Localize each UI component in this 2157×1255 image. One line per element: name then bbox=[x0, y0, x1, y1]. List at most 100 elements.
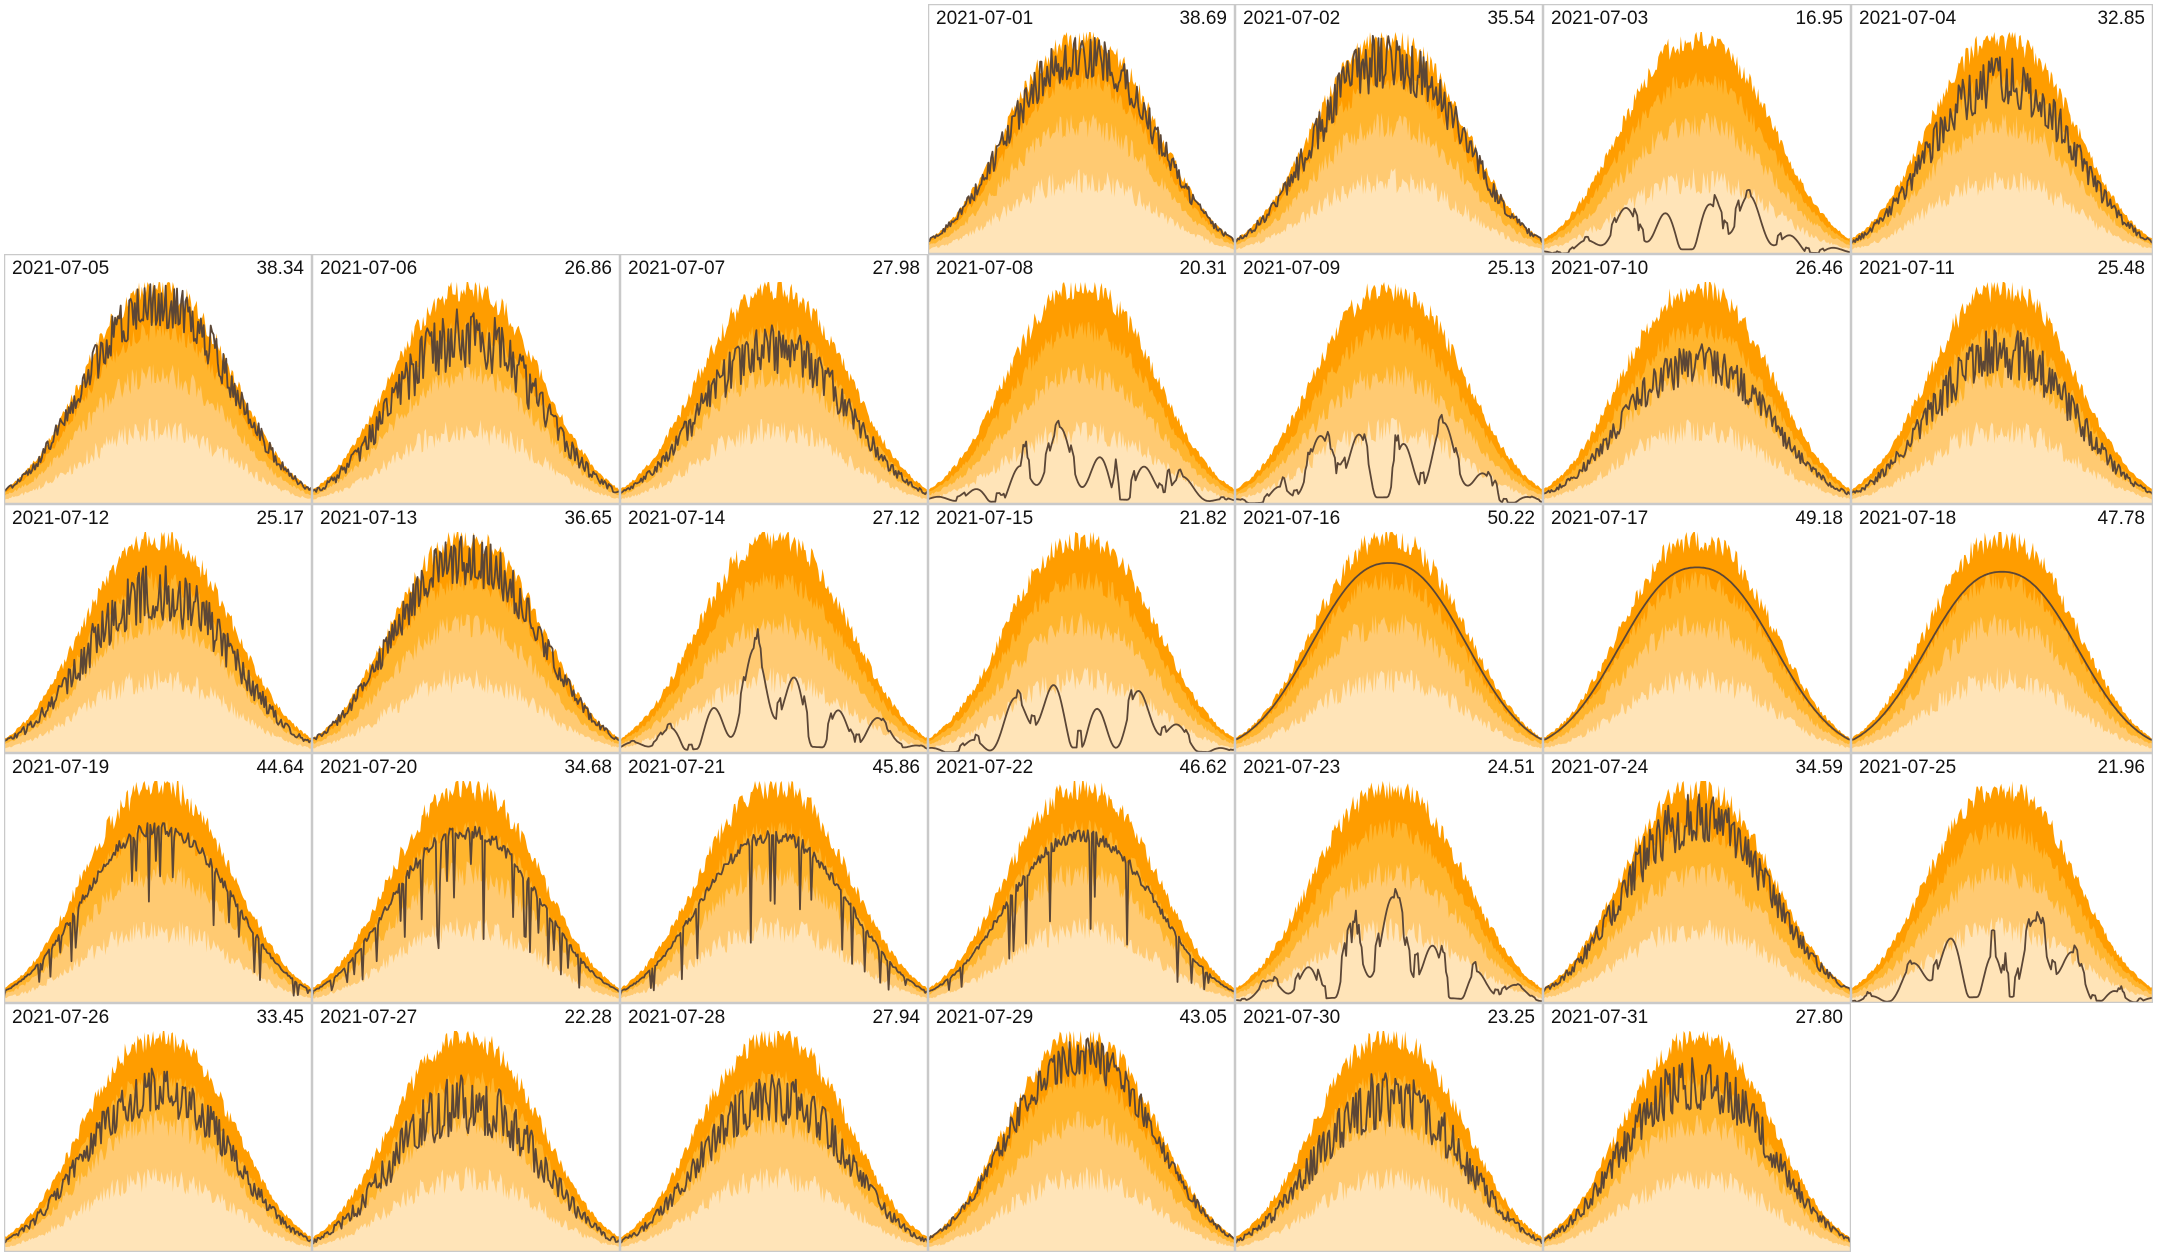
actual-production-line bbox=[1235, 1072, 1543, 1245]
day-panel: 2021-07-14 27.12 bbox=[620, 504, 928, 753]
day-plot bbox=[928, 1003, 1235, 1252]
actual-production-line bbox=[312, 308, 620, 494]
band-light-area bbox=[312, 419, 620, 504]
day-total-label: 20.31 bbox=[1179, 258, 1227, 279]
actual-production-line bbox=[1851, 570, 2153, 742]
day-plot bbox=[1235, 753, 1543, 1003]
day-panel: 2021-07-07 27.98 bbox=[620, 254, 928, 504]
day-plot bbox=[1235, 254, 1543, 504]
day-panel: 2021-07-20 34.68 bbox=[312, 753, 620, 1003]
day-panel: 2021-07-05 38.34 bbox=[4, 254, 312, 504]
actual-production-line bbox=[1543, 189, 1851, 254]
panel-border bbox=[1235, 254, 1543, 504]
day-date-label: 2021-07-22 bbox=[936, 757, 1034, 778]
band-light-area bbox=[620, 917, 928, 1003]
day-panel: 2021-07-11 25.48 bbox=[1851, 254, 2153, 504]
day-panel: 2021-07-03 16.95 bbox=[1543, 4, 1851, 254]
day-plot bbox=[312, 254, 620, 504]
day-plot bbox=[4, 254, 312, 504]
actual-production-line bbox=[1235, 34, 1543, 244]
day-panel: 2021-07-19 44.64 bbox=[4, 753, 312, 1003]
actual-production-line bbox=[4, 822, 312, 999]
panel-border bbox=[312, 504, 620, 753]
panel-border bbox=[1851, 254, 2153, 504]
panel-border bbox=[928, 254, 1235, 504]
day-plot bbox=[620, 753, 928, 1003]
day-plot bbox=[1235, 4, 1543, 254]
day-date-label: 2021-07-23 bbox=[1243, 757, 1341, 778]
actual-production-line bbox=[1543, 566, 1851, 741]
actual-production-line bbox=[312, 1074, 620, 1245]
panel-border bbox=[928, 1003, 1235, 1252]
day-panel: 2021-07-21 45.86 bbox=[620, 753, 928, 1003]
panel-border bbox=[1851, 504, 2153, 753]
day-plot bbox=[312, 753, 620, 1003]
actual-production-line bbox=[1851, 56, 2153, 244]
panel-border bbox=[1235, 753, 1543, 1003]
day-panel: 2021-07-12 25.17 bbox=[4, 504, 312, 753]
panel-border bbox=[4, 504, 312, 753]
day-panel: 2021-07-30 23.25 bbox=[1235, 1003, 1543, 1252]
day-plot bbox=[1235, 504, 1543, 753]
panel-border bbox=[928, 4, 1235, 254]
day-total-label: 25.48 bbox=[2097, 258, 2145, 279]
band-light-area bbox=[4, 417, 312, 504]
panel-border bbox=[620, 254, 928, 504]
day-date-label: 2021-07-30 bbox=[1243, 1007, 1341, 1028]
band-light-area bbox=[4, 1167, 312, 1252]
band-light-area bbox=[620, 1166, 928, 1252]
day-total-label: 25.13 bbox=[1487, 258, 1535, 279]
day-panel: 2021-07-23 24.51 bbox=[1235, 753, 1543, 1003]
actual-production-line bbox=[928, 37, 1235, 243]
actual-production-line bbox=[620, 324, 928, 495]
day-plot bbox=[1543, 254, 1851, 504]
band-light-area bbox=[1851, 172, 2153, 254]
day-date-label: 2021-07-10 bbox=[1551, 258, 1649, 279]
actual-production-line bbox=[1543, 1057, 1851, 1243]
day-panel: 2021-07-25 21.96 bbox=[1851, 753, 2153, 1003]
day-date-label: 2021-07-17 bbox=[1551, 508, 1649, 529]
panel-border bbox=[1235, 504, 1543, 753]
day-date-label: 2021-07-28 bbox=[628, 1007, 726, 1028]
panel-border bbox=[312, 254, 620, 504]
panel-border bbox=[928, 504, 1235, 753]
day-total-label: 27.80 bbox=[1795, 1007, 1843, 1028]
day-plot bbox=[1543, 4, 1851, 254]
day-date-label: 2021-07-21 bbox=[628, 757, 726, 778]
day-plot bbox=[1851, 4, 2153, 254]
band-light-area bbox=[312, 916, 620, 1003]
band-light-area bbox=[4, 920, 312, 1003]
panel-border bbox=[928, 753, 1235, 1003]
day-total-label: 36.65 bbox=[564, 508, 612, 529]
panel-border bbox=[1543, 753, 1851, 1003]
panel-border bbox=[4, 254, 312, 504]
actual-production-line bbox=[928, 1037, 1235, 1241]
day-total-label: 26.46 bbox=[1795, 258, 1843, 279]
band-light-area bbox=[1543, 1169, 1851, 1252]
day-plot bbox=[312, 1003, 620, 1252]
day-plot bbox=[1235, 1003, 1543, 1252]
day-date-label: 2021-07-25 bbox=[1859, 757, 1957, 778]
day-total-label: 22.28 bbox=[564, 1007, 612, 1028]
day-total-label: 46.62 bbox=[1179, 757, 1227, 778]
day-total-label: 32.85 bbox=[2097, 8, 2145, 29]
day-panel: 2021-07-26 33.45 bbox=[4, 1003, 312, 1252]
day-total-label: 27.98 bbox=[872, 258, 920, 279]
panel-border bbox=[1851, 4, 2153, 254]
day-plot bbox=[312, 504, 620, 753]
day-total-label: 27.12 bbox=[872, 508, 920, 529]
band-light-area bbox=[1235, 1167, 1543, 1252]
actual-production-line bbox=[1543, 793, 1851, 993]
panel-border bbox=[620, 1003, 928, 1252]
actual-production-line bbox=[928, 829, 1235, 993]
day-total-label: 45.86 bbox=[872, 757, 920, 778]
day-date-label: 2021-07-15 bbox=[936, 508, 1034, 529]
panel-border bbox=[1235, 4, 1543, 254]
day-panel: 2021-07-24 34.59 bbox=[1543, 753, 1851, 1003]
day-plot bbox=[1851, 254, 2153, 504]
day-total-label: 27.94 bbox=[872, 1007, 920, 1028]
day-plot bbox=[1543, 504, 1851, 753]
day-total-label: 21.82 bbox=[1179, 508, 1227, 529]
day-total-label: 50.22 bbox=[1487, 508, 1535, 529]
day-panel: 2021-07-06 26.86 bbox=[312, 254, 620, 504]
